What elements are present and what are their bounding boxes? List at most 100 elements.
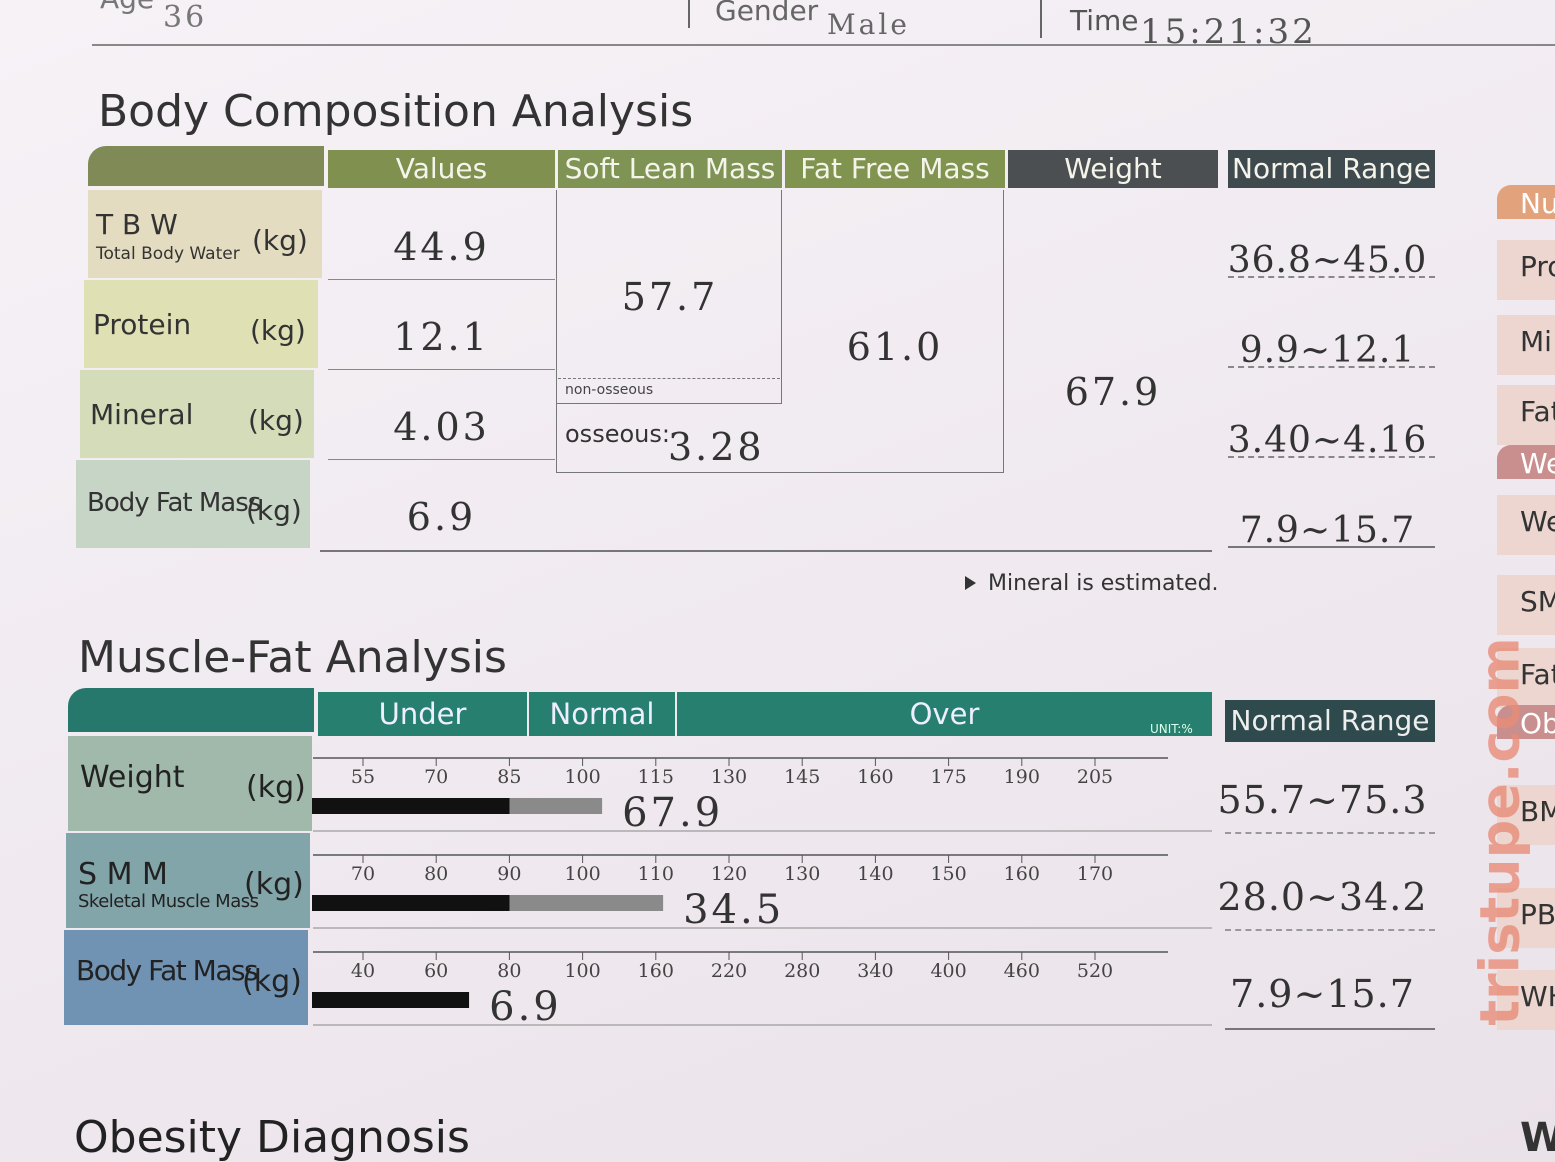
header-corner — [88, 146, 324, 186]
row-label-cell — [80, 370, 314, 458]
value: 4.03 — [393, 405, 490, 449]
value: 44.9 — [393, 225, 490, 269]
age: 36 — [163, 0, 208, 35]
column-header: Weight — [1008, 150, 1218, 188]
osseous-label: osseous: — [565, 420, 670, 448]
time: 15:21:32 — [1140, 12, 1317, 52]
tick-label: 100 — [564, 960, 600, 982]
sidebar-label: SM — [1520, 585, 1555, 618]
sidebar-label: Ob — [1520, 707, 1555, 740]
tick-label: 130 — [711, 766, 747, 788]
tick-label: 460 — [1004, 960, 1040, 982]
tick-label: 520 — [1077, 960, 1113, 982]
tick-label: 160 — [638, 960, 674, 982]
row-sublabel: Skeletal Muscle Mass — [78, 891, 259, 912]
sidebar-label: Fat — [1520, 395, 1555, 428]
tick-label: 100 — [564, 863, 600, 885]
non-osseous-label: non-osseous — [565, 382, 654, 398]
row-label-cell — [84, 280, 318, 368]
tick-label: 70 — [424, 766, 448, 788]
row-unit: (kg) — [242, 964, 302, 999]
value: 6.9 — [406, 495, 477, 539]
gender: Male — [827, 8, 910, 41]
sidebar-label: BM — [1520, 795, 1555, 828]
column-header: Fat Free Mass — [785, 150, 1005, 188]
tick-label: 150 — [930, 863, 966, 885]
sidebar-label: We — [1520, 1115, 1555, 1161]
slm-box — [556, 190, 782, 404]
divider — [1040, 0, 1042, 38]
fat-free-mass: 61.0 — [846, 325, 944, 369]
sidebar-cell — [1497, 495, 1555, 555]
tick-label: 175 — [930, 766, 966, 788]
value: 12.1 — [393, 315, 490, 359]
row-label-cell — [66, 833, 310, 928]
tick-label: 220 — [711, 960, 747, 982]
watermark: tristupe.com — [1468, 637, 1532, 1026]
range: 7.9~15.7 — [1230, 972, 1415, 1016]
header-corner — [68, 688, 314, 732]
sidebar-cell — [1497, 970, 1555, 1030]
column-header: Soft Lean Mass — [558, 150, 782, 188]
bar — [312, 992, 470, 1008]
range-cell — [1225, 930, 1435, 1030]
dashed-line — [558, 378, 780, 379]
normal-range-header: Normal Range — [1225, 700, 1435, 742]
tick-label: 40 — [351, 960, 375, 982]
sidebar-cell — [1497, 185, 1555, 219]
tick-label: 115 — [638, 766, 674, 788]
table-bottom — [320, 550, 1212, 552]
row-label: S M M — [78, 857, 168, 892]
row-label-cell — [76, 460, 310, 548]
row-unit: (kg) — [252, 224, 308, 257]
column-header: Normal Range — [1228, 150, 1435, 188]
row-label: T B W — [96, 208, 178, 241]
row-unit: (kg) — [246, 770, 306, 805]
sidebar-cell — [1497, 705, 1555, 739]
range: 3.40~4.16 — [1227, 420, 1428, 461]
tick-label: 80 — [497, 960, 521, 982]
tick-label: 70 — [351, 863, 375, 885]
row-label: Body Fat Mass — [87, 488, 261, 518]
note: Mineral is estimated. — [988, 571, 1219, 596]
sidebar-label: Fat — [1520, 658, 1555, 691]
tick-label: 170 — [1077, 863, 1113, 885]
row-unit: (kg) — [244, 867, 304, 902]
value-cell — [328, 280, 555, 370]
range: 28.0~34.2 — [1217, 875, 1428, 919]
range-cell — [1225, 833, 1435, 931]
divider — [688, 0, 690, 28]
range-cell — [1228, 370, 1435, 458]
section-title: Body Composition Analysis — [98, 86, 694, 137]
column-header: Values — [328, 150, 555, 188]
tick-label: 90 — [497, 863, 521, 885]
sidebar-cell — [1497, 575, 1555, 635]
row-sublabel: Total Body Water — [96, 244, 240, 264]
tick-label: 110 — [638, 863, 674, 885]
weight: 67.9 — [1064, 370, 1162, 414]
sidebar-label: Mi — [1520, 325, 1552, 358]
sidebar-cell — [1497, 785, 1555, 845]
tick-label: 140 — [857, 863, 893, 885]
row-unit: (kg) — [246, 494, 302, 527]
row-label: Weight — [80, 760, 185, 795]
row-label: Protein — [93, 308, 192, 341]
sidebar-label: Nu — [1520, 187, 1555, 220]
tick-label: 130 — [784, 863, 820, 885]
tick-label: 85 — [497, 766, 521, 788]
section-title: Muscle-Fat Analysis — [78, 632, 507, 683]
sidebar-label: We — [1520, 447, 1555, 480]
range-cell — [1225, 736, 1435, 834]
bar-value: 67.9 — [622, 790, 723, 836]
unit-label: UNIT:% — [1150, 722, 1193, 736]
range: 7.9~15.7 — [1239, 510, 1416, 551]
row-unit: (kg) — [250, 314, 306, 347]
tick-label: 400 — [930, 960, 966, 982]
tick-label: 100 — [564, 766, 600, 788]
sidebar-label: Pro — [1520, 250, 1555, 283]
band-header: Normal — [529, 692, 675, 736]
age-label: Age — [100, 0, 154, 15]
row-label-cell — [88, 190, 322, 278]
tick-label: 205 — [1077, 766, 1113, 788]
